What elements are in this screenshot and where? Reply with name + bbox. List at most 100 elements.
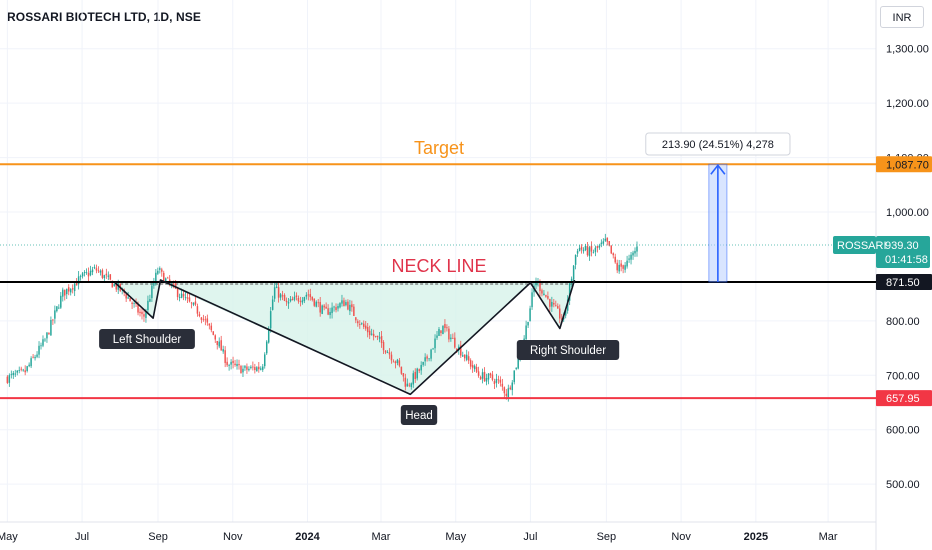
candle-body <box>24 370 26 373</box>
candle-body <box>598 245 601 248</box>
candle-body <box>194 301 197 305</box>
candle-body <box>44 339 46 341</box>
candle-body <box>392 361 395 363</box>
candle-body <box>6 376 9 383</box>
candle-body <box>26 366 28 371</box>
time-tick-label: May <box>445 531 466 543</box>
candle-body <box>212 331 215 335</box>
candle-body <box>77 276 80 285</box>
candle-body <box>230 361 232 365</box>
candle-body <box>353 306 355 316</box>
candle-body <box>220 340 222 351</box>
grid <box>0 0 877 550</box>
candle-body <box>505 393 508 396</box>
candle-body <box>325 306 327 309</box>
candle-body <box>125 294 127 299</box>
candle-body <box>378 337 381 339</box>
candle-body <box>349 304 351 312</box>
candle-body <box>291 298 294 301</box>
candle-body <box>406 383 409 387</box>
candle-body <box>424 357 426 362</box>
candle-body <box>630 254 632 260</box>
currency-selector[interactable]: INR <box>880 6 924 28</box>
candle-body <box>321 305 323 314</box>
candle-body <box>386 352 389 354</box>
price-tick-label: 500.00 <box>886 479 920 491</box>
time-tick-label: Mar <box>819 531 838 543</box>
candle-body <box>238 364 240 366</box>
time-tick-label: Jul <box>523 531 537 543</box>
price-tick-label: 600.00 <box>886 425 920 437</box>
candle-body <box>483 371 486 382</box>
candle-body <box>434 338 436 349</box>
candle-body <box>182 293 185 297</box>
candle-body <box>333 306 335 308</box>
candle-body <box>186 297 189 299</box>
candle-body <box>364 325 367 329</box>
candle-body <box>456 348 458 351</box>
candle-body <box>256 367 258 372</box>
time-axis[interactable]: May Jul Sep Nov 2024 Mar May Jul Sep Nov 2025 Mar <box>0 531 838 543</box>
candle-body <box>289 299 292 302</box>
candle-body <box>109 274 112 280</box>
candle-body <box>608 241 611 246</box>
candle-body <box>315 301 317 307</box>
candle-body <box>515 367 517 369</box>
price-axis[interactable]: 1,300.001,200.001,100.001,000.00800.0070… <box>833 44 932 491</box>
candle-body <box>467 356 470 361</box>
candle-body <box>596 246 599 248</box>
candle-body <box>208 323 211 326</box>
candle-body <box>347 301 349 310</box>
candle-body <box>188 297 191 302</box>
candle-body <box>390 354 393 361</box>
candle-body <box>95 268 98 271</box>
chart-title: ROSSARI BIOTECH LTD, 1D, NSE <box>7 10 201 24</box>
candle-body <box>281 295 284 297</box>
candle-body <box>64 289 66 296</box>
candle-body <box>576 251 579 254</box>
candle-body <box>359 324 361 325</box>
candle-body <box>244 366 246 368</box>
candle-body <box>305 294 308 297</box>
candle-body <box>279 294 282 298</box>
candle-body <box>327 308 329 315</box>
candle-body <box>99 270 102 273</box>
candle-body <box>22 369 24 371</box>
candle-body <box>388 352 391 355</box>
candle-body <box>628 258 630 260</box>
candle-body <box>551 301 553 307</box>
candle-body <box>400 366 403 374</box>
candle-body <box>420 364 422 371</box>
candle-body <box>166 277 169 279</box>
symbol-tag: ROSSARI <box>837 240 887 252</box>
candle-body <box>14 373 17 375</box>
candle-body <box>351 304 353 308</box>
candle-body <box>206 318 209 323</box>
support-price-tag-bg <box>876 390 932 407</box>
candle-body <box>626 260 628 267</box>
candle-body <box>216 340 218 345</box>
candle-body <box>610 245 613 254</box>
last-price-tag-bg <box>876 236 930 269</box>
candle-body <box>545 294 547 297</box>
candle-body <box>147 300 149 311</box>
candle-body <box>412 373 415 385</box>
candle-body <box>16 370 19 373</box>
candle-body <box>30 358 32 367</box>
candle-body <box>493 381 496 384</box>
candle-body <box>85 272 88 274</box>
candle-body <box>317 302 319 304</box>
candle-body <box>184 297 187 298</box>
candle-body <box>32 356 34 358</box>
time-tick-label: 2024 <box>295 531 320 543</box>
candle-body <box>301 300 304 303</box>
candle-body <box>547 296 549 299</box>
time-tick-label: Nov <box>671 531 691 543</box>
candle-body <box>372 333 375 337</box>
candle-body <box>58 307 60 309</box>
candle-body <box>555 305 557 307</box>
candle-body <box>283 294 286 301</box>
candle-body <box>634 250 636 254</box>
candle-body <box>133 303 135 304</box>
